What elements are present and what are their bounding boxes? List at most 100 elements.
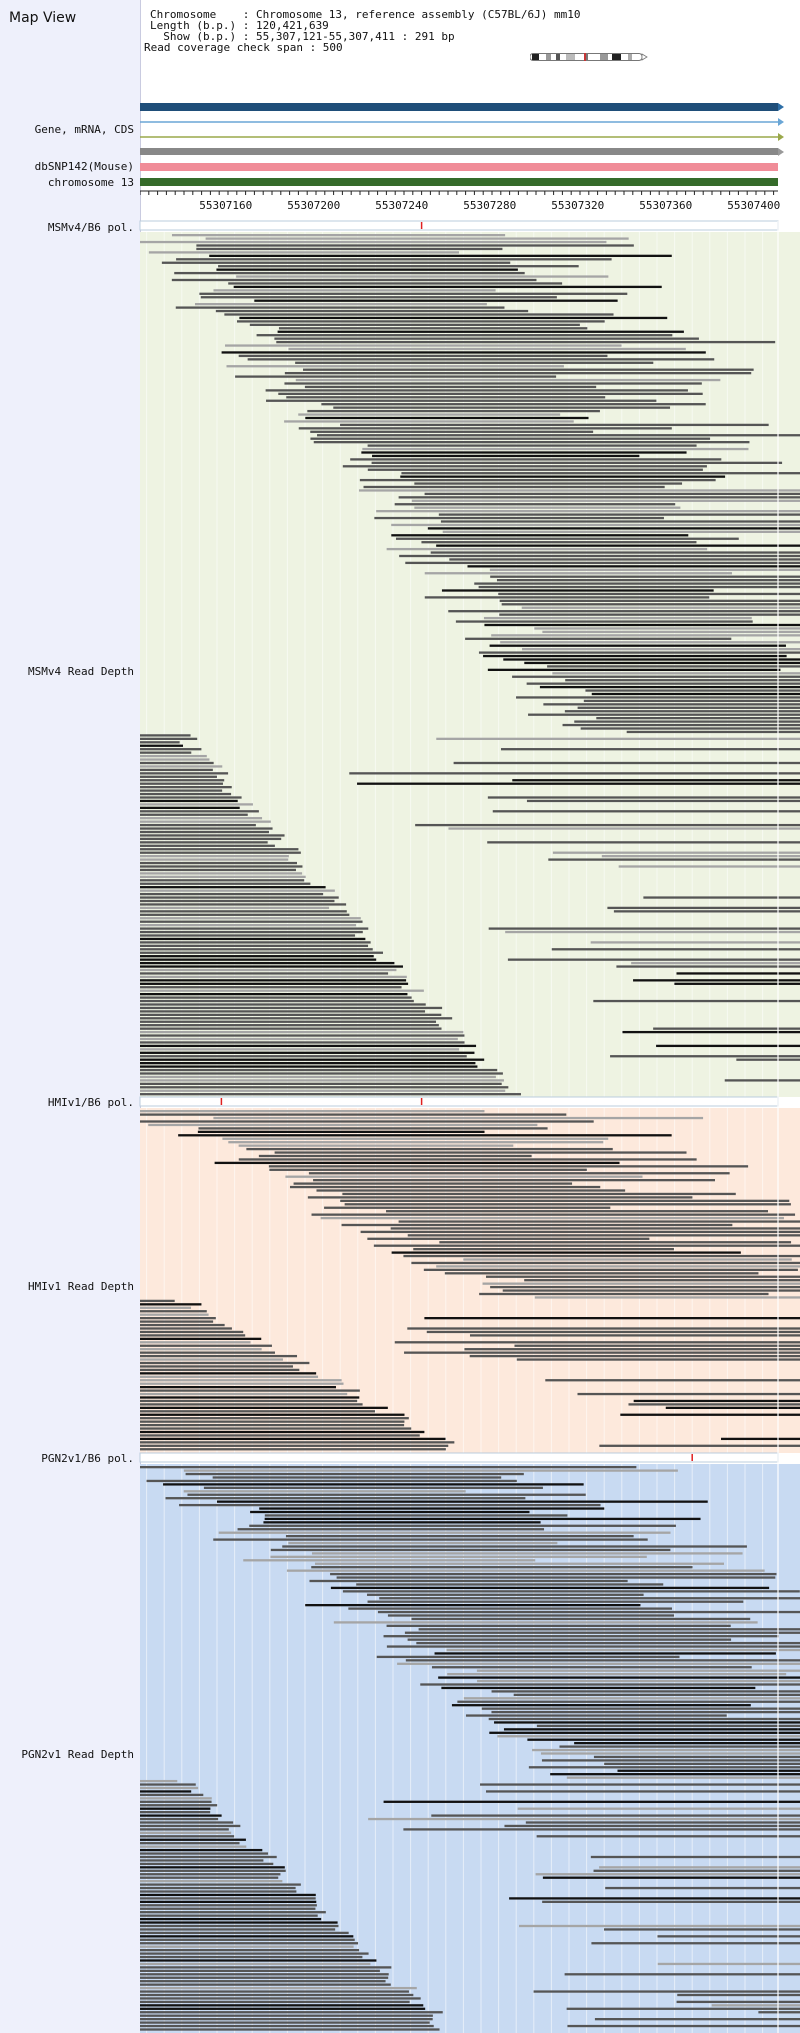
dbsnp-bar[interactable] [140,163,778,171]
aligned-read [360,1230,800,1234]
aligned-read [140,861,297,865]
aligned-read [140,1382,344,1385]
aligned-read [218,265,579,268]
aligned-read [502,1289,800,1292]
chromosome-bar[interactable] [140,178,778,186]
aligned-read [286,1569,765,1572]
aligned-read [140,1406,388,1409]
aligned-read [140,955,374,958]
aligned-read [539,685,800,689]
track-label-hmi-pol: HMIv1/B6 pol. [47,1096,134,1109]
aligned-read [140,899,335,903]
arrow-right-icon [778,103,784,111]
aligned-read [140,1375,319,1378]
aligned-read [140,1993,414,1997]
aligned-read [140,1079,504,1082]
aligned-read [469,1334,800,1337]
aligned-read [517,1807,800,1810]
aligned-read [574,1742,800,1745]
aligned-read [390,1227,800,1230]
aligned-read [205,237,629,240]
aligned-read [178,1134,672,1137]
aligned-read [383,1635,779,1638]
aligned-read [358,489,800,492]
aligned-read [311,1566,693,1569]
aligned-read [140,1797,212,1800]
aligned-read [140,830,269,834]
chromosome-ideogram-icon[interactable] [530,53,648,61]
aligned-read [171,278,537,282]
chromosome-info: Chromosome : Chromosome 13, reference as… [150,8,581,21]
aligned-read [500,641,800,644]
aligned-read [265,389,688,392]
aligned-read [504,1824,800,1828]
aligned-read [313,441,750,444]
aligned-read [270,1555,647,1558]
aligned-read [383,1800,800,1803]
aligned-read [534,627,800,630]
aligned-read [758,2011,800,2014]
aligned-read [269,1168,587,1171]
aligned-read [140,1904,317,1907]
aligned-read [394,1341,800,1344]
aligned-read [310,437,711,440]
aligned-read [562,723,800,727]
aligned-read [474,582,800,585]
aligned-read [431,1814,800,1817]
aligned-read [140,734,191,737]
aligned-read [140,1866,285,1869]
transcript-bar[interactable] [140,148,778,155]
aligned-read [140,1924,339,1928]
aligned-read [610,1055,800,1058]
aligned-read [463,1258,792,1261]
aligned-read [270,1548,671,1552]
aligned-read [140,827,273,830]
aligned-read [140,896,339,899]
pgn-read-depth-track [140,1464,800,2033]
aligned-read [711,2004,800,2007]
aligned-read [140,982,409,985]
aligned-read [411,499,800,502]
aligned-read [140,1065,478,1068]
aligned-read [140,1013,442,1016]
aligned-read [263,1521,541,1524]
aligned-read [469,1354,800,1358]
aligned-read [165,1497,526,1500]
aligned-read [140,1334,246,1337]
aligned-read [304,385,597,389]
gene-bar[interactable] [140,103,778,111]
aligned-read [415,823,800,827]
aligned-read [551,948,800,951]
track-label-chromosome: chromosome 13 [47,176,134,189]
aligned-read [140,1949,360,1952]
aligned-read [577,1392,800,1396]
aligned-read [140,975,407,979]
aligned-read [197,1130,485,1133]
aligned-read [477,1679,800,1683]
aligned-read [200,296,557,299]
aligned-read [140,996,412,999]
aligned-read [140,1880,283,1883]
aligned-read [256,334,673,337]
aligned-read [524,661,800,665]
aligned-read [499,599,800,602]
aligned-read [140,1804,218,1807]
aligned-read [405,1659,800,1662]
aligned-read [541,1759,800,1762]
aligned-read [559,1745,800,1748]
aligned-read [140,1883,301,1886]
aligned-read [140,1962,371,1966]
aligned-read [455,620,753,623]
aligned-read [536,1724,800,1728]
aligned-read [593,1755,800,1759]
aligned-read [140,1814,222,1817]
aligned-read [140,1055,467,1058]
aligned-read [140,2018,433,2021]
aligned-read [140,1783,196,1786]
aligned-read [140,813,248,816]
aligned-read [140,751,192,754]
aligned-read [540,1752,800,1755]
aligned-read [140,1859,264,1862]
aligned-read [140,1020,437,1023]
